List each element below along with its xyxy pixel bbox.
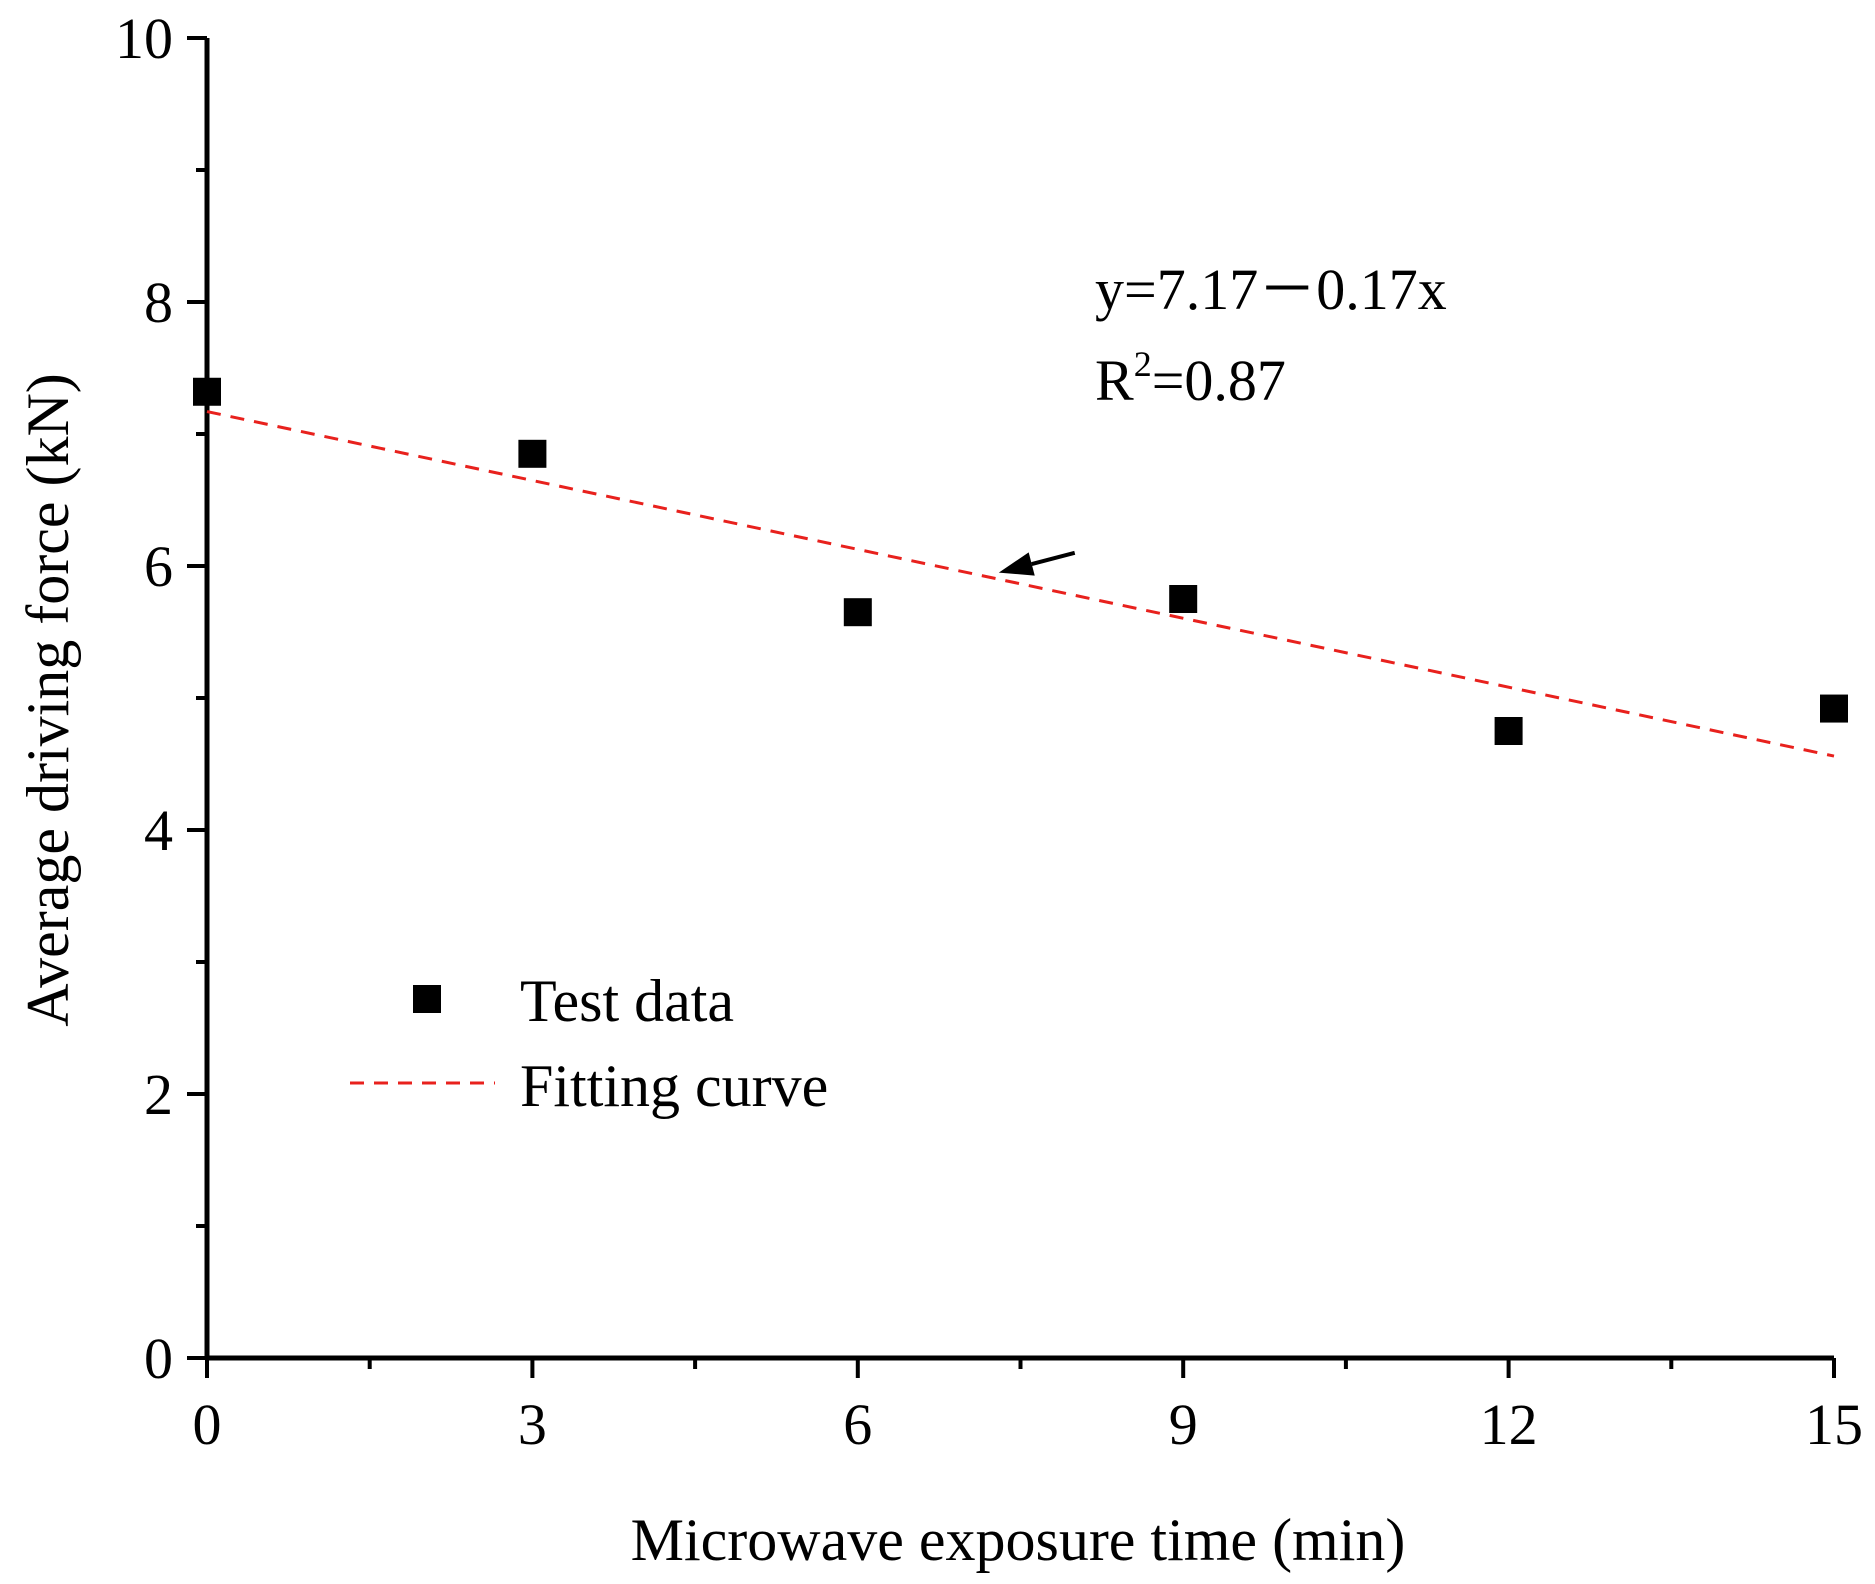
x-tick-label-6: 6 [843,1392,872,1457]
fit-annotation: y=7.17－0.17x R2=0.87 [998,257,1447,576]
data-point-6min [843,598,872,627]
r2-exponent: 2 [1134,344,1152,384]
data-point-12min [1494,717,1523,745]
y-tick-label-0: 0 [144,1326,173,1391]
legend-label-test-data: Test data [520,968,734,1034]
y-tick-label-4: 4 [144,798,173,863]
x-tick-label-9: 9 [1169,1392,1198,1457]
y-tick-label-2: 2 [144,1062,173,1127]
y-axis-title: Average driving force (kN) [15,373,81,1027]
data-point-9min [1169,585,1198,613]
annotation-arrow-head [998,552,1035,576]
fit-r-squared: R2=0.87 [1095,344,1286,413]
test-data-layer [193,377,1848,745]
data-point-15min [1820,694,1848,723]
data-point-0min [193,377,221,406]
r2-base: R [1095,348,1134,413]
y-tick-label-8: 8 [144,270,173,335]
annotation-arrow-line [1031,550,1076,566]
axes: 0 3 6 9 12 15 0 2 4 6 8 10 [115,6,1863,1457]
x-tick-label-12: 12 [1480,1392,1538,1457]
legend: Test data Fitting curve [350,968,828,1119]
x-tick-label-15: 15 [1805,1392,1863,1457]
data-point-3min [518,439,547,468]
r2-value: =0.87 [1152,348,1286,413]
legend-label-fitting-curve: Fitting curve [520,1053,828,1119]
legend-marker-test-data [413,985,441,1013]
y-tick-label-6: 6 [144,534,173,599]
fit-equation: y=7.17－0.17x [1095,257,1447,322]
fitting-curve-line [206,410,1835,758]
x-tick-label-3: 3 [518,1392,547,1457]
x-tick-label-0: 0 [193,1392,222,1457]
y-tick-label-10: 10 [115,6,173,71]
fitting-curve-layer [206,410,1835,758]
x-axis-title: Microwave exposure time (min) [631,1507,1406,1573]
